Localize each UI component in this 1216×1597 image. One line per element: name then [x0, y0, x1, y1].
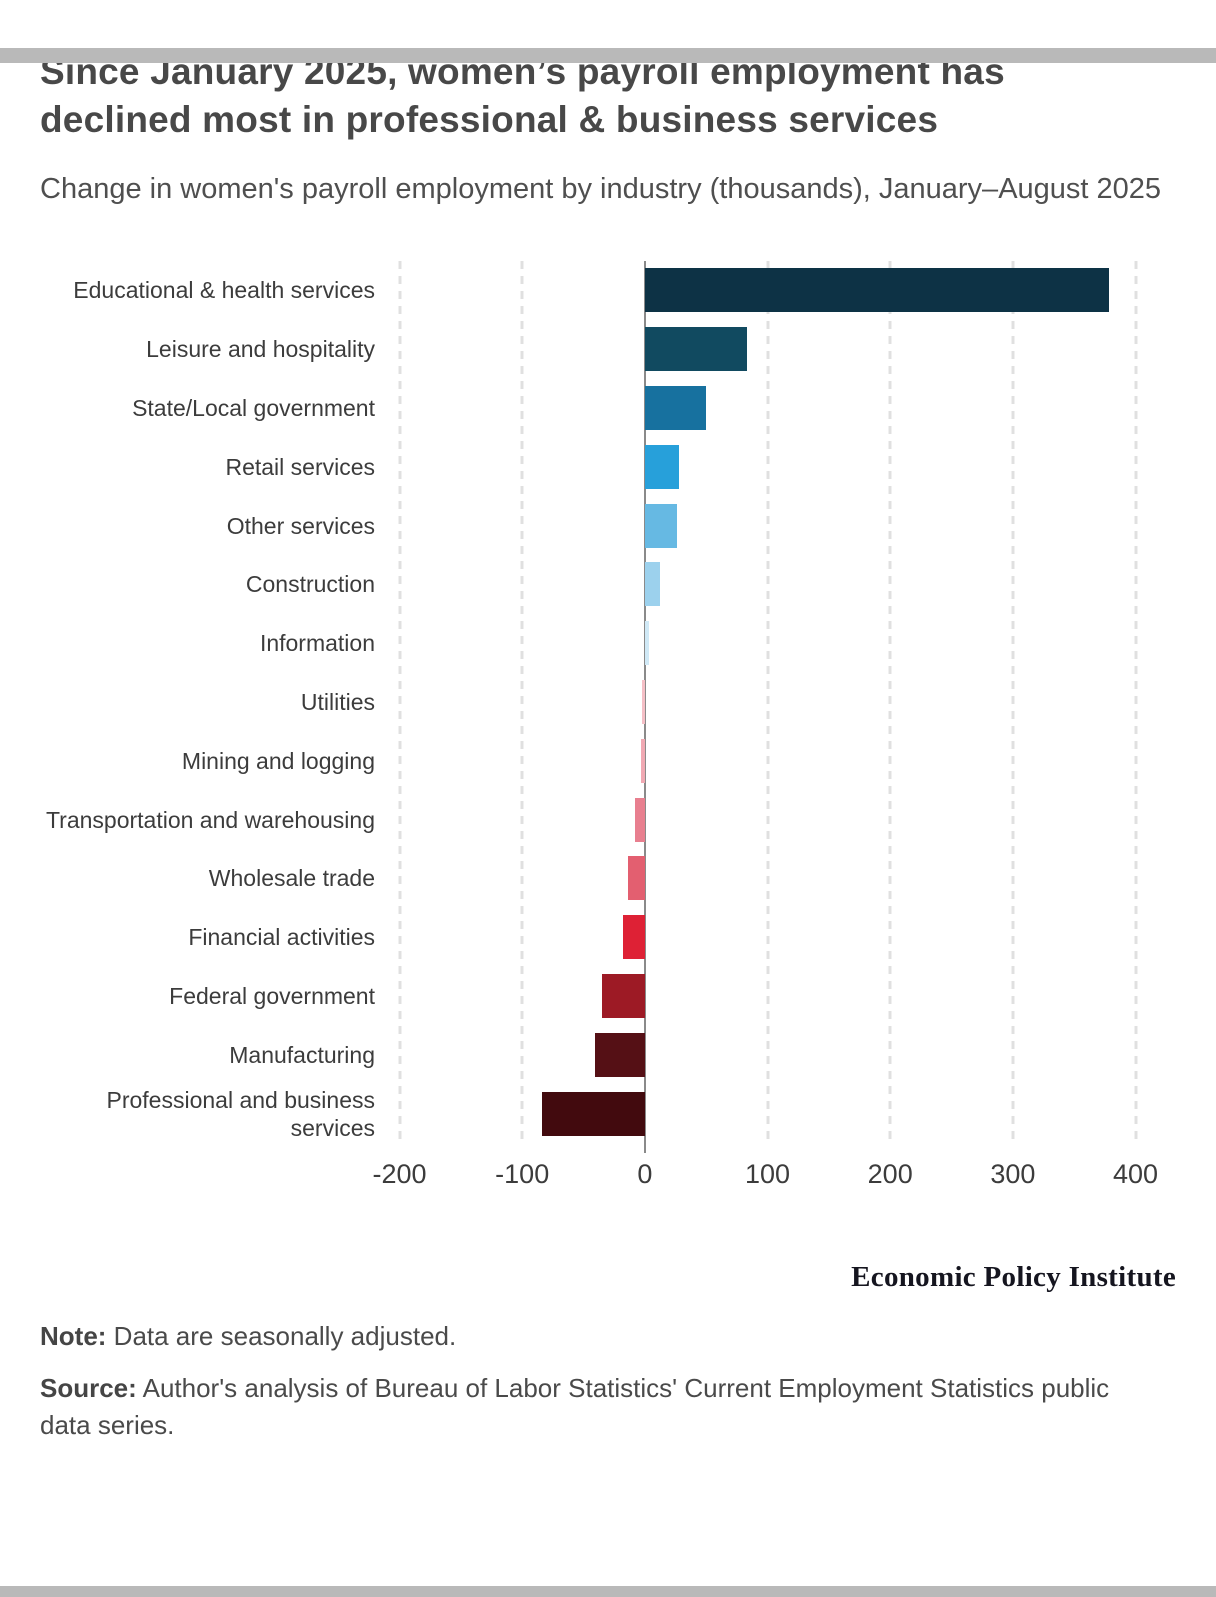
category-label: Utilities [300, 688, 375, 715]
bar [635, 797, 645, 842]
gridline [888, 261, 892, 1143]
top-accent-bar [0, 48, 1216, 63]
bar [644, 562, 660, 607]
gridline [1011, 261, 1015, 1143]
bar [644, 327, 747, 372]
category-label: Transportation and warehousing [45, 806, 375, 833]
category-label: Financial activities [188, 924, 375, 951]
page-subtitle: Change in women's payroll employment by … [40, 173, 1162, 205]
source-line: Source: Author's analysis of Bureau of L… [40, 1370, 1160, 1444]
bottom-accent-bar [0, 1586, 1216, 1597]
gridline [766, 261, 770, 1143]
gridline [520, 261, 524, 1143]
source-label: Source: [40, 1373, 137, 1403]
category-label: State/Local government [132, 394, 375, 421]
axis-tick-label: -200 [372, 1159, 427, 1189]
bar [644, 503, 677, 548]
bar [541, 1091, 645, 1136]
axis-tick-label: 0 [637, 1159, 653, 1189]
gridline [398, 261, 402, 1143]
gridline [1134, 261, 1138, 1143]
epi-logo: Economic Policy Institute [851, 1261, 1176, 1293]
category-label: Information [259, 630, 375, 657]
bar [644, 444, 680, 489]
category-label: Professional and business services [106, 1086, 376, 1141]
category-labels-column: Educational & health services Leisure and… [40, 261, 375, 1143]
category-label: Other services [226, 512, 375, 539]
bar [601, 974, 645, 1018]
plot-area [375, 261, 1176, 1153]
category-label: Leisure and hospitality [146, 336, 375, 363]
category-label: Mining and logging [181, 747, 375, 774]
category-label: Wholesale trade [208, 865, 375, 892]
axis-tick-label: 100 [744, 1159, 791, 1189]
note-line: Note: Data are seasonally adjusted. [40, 1318, 1160, 1355]
source-text: Author's analysis of Bureau of Labor Sta… [40, 1373, 1110, 1440]
axis-tick-label: 300 [990, 1159, 1036, 1189]
category-label: Construction [245, 571, 375, 598]
category-label: Educational & health services [73, 277, 375, 304]
axis-tick-label: 200 [867, 1159, 913, 1189]
x-axis-labels: -200 -100 0 100 200 300 400 [372, 1159, 1176, 1205]
bar [641, 738, 645, 783]
plot-wrap: -200 -100 0 100 200 300 400 [372, 261, 1176, 1205]
bar [644, 621, 649, 666]
bar [644, 385, 707, 430]
axis-tick-label: -100 [495, 1159, 550, 1189]
axis-tick-label: 400 [1112, 1159, 1159, 1189]
note-label: Note: [40, 1321, 107, 1351]
bar [594, 1032, 645, 1077]
bar-chart: Educational & health services Leisure and… [40, 261, 1176, 1205]
bar [627, 856, 645, 901]
bar [644, 268, 1109, 313]
category-label: Manufacturing [229, 1041, 375, 1068]
figure-content: Since January 2025, women’s payroll empl… [40, 48, 1176, 1444]
category-label: Federal government [169, 982, 375, 1009]
note-text: Data are seasonally adjusted. [106, 1321, 457, 1351]
zero-axis-line [643, 261, 646, 1153]
bar [642, 680, 645, 724]
category-label: Retail services [225, 453, 375, 480]
bar [622, 915, 645, 960]
